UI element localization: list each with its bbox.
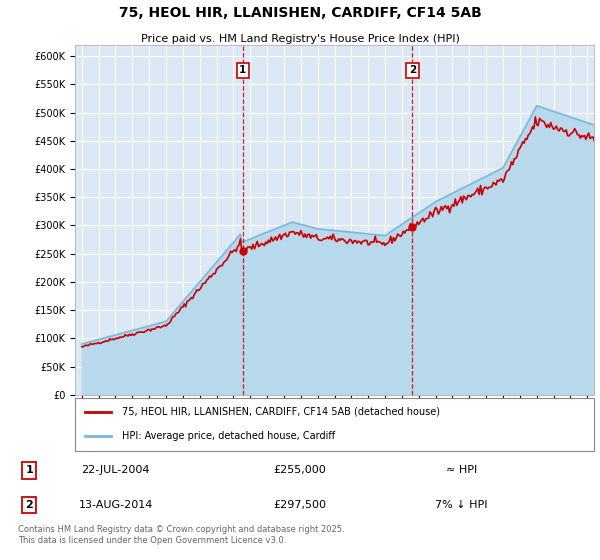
Text: 1: 1 — [239, 65, 247, 75]
Text: ≈ HPI: ≈ HPI — [446, 465, 477, 475]
Text: 2: 2 — [409, 65, 416, 75]
FancyBboxPatch shape — [75, 398, 594, 451]
Text: 7% ↓ HPI: 7% ↓ HPI — [435, 500, 488, 510]
Text: 1: 1 — [25, 465, 33, 475]
Text: HPI: Average price, detached house, Cardiff: HPI: Average price, detached house, Card… — [122, 431, 335, 441]
Text: Contains HM Land Registry data © Crown copyright and database right 2025.
This d: Contains HM Land Registry data © Crown c… — [18, 525, 344, 545]
Text: £297,500: £297,500 — [274, 500, 326, 510]
Text: 75, HEOL HIR, LLANISHEN, CARDIFF, CF14 5AB: 75, HEOL HIR, LLANISHEN, CARDIFF, CF14 5… — [119, 6, 481, 20]
Text: 13-AUG-2014: 13-AUG-2014 — [79, 500, 153, 510]
Text: £255,000: £255,000 — [274, 465, 326, 475]
Text: 22-JUL-2004: 22-JUL-2004 — [82, 465, 150, 475]
Text: 75, HEOL HIR, LLANISHEN, CARDIFF, CF14 5AB (detached house): 75, HEOL HIR, LLANISHEN, CARDIFF, CF14 5… — [122, 407, 440, 417]
Text: 2: 2 — [25, 500, 33, 510]
Text: Price paid vs. HM Land Registry's House Price Index (HPI): Price paid vs. HM Land Registry's House … — [140, 34, 460, 44]
